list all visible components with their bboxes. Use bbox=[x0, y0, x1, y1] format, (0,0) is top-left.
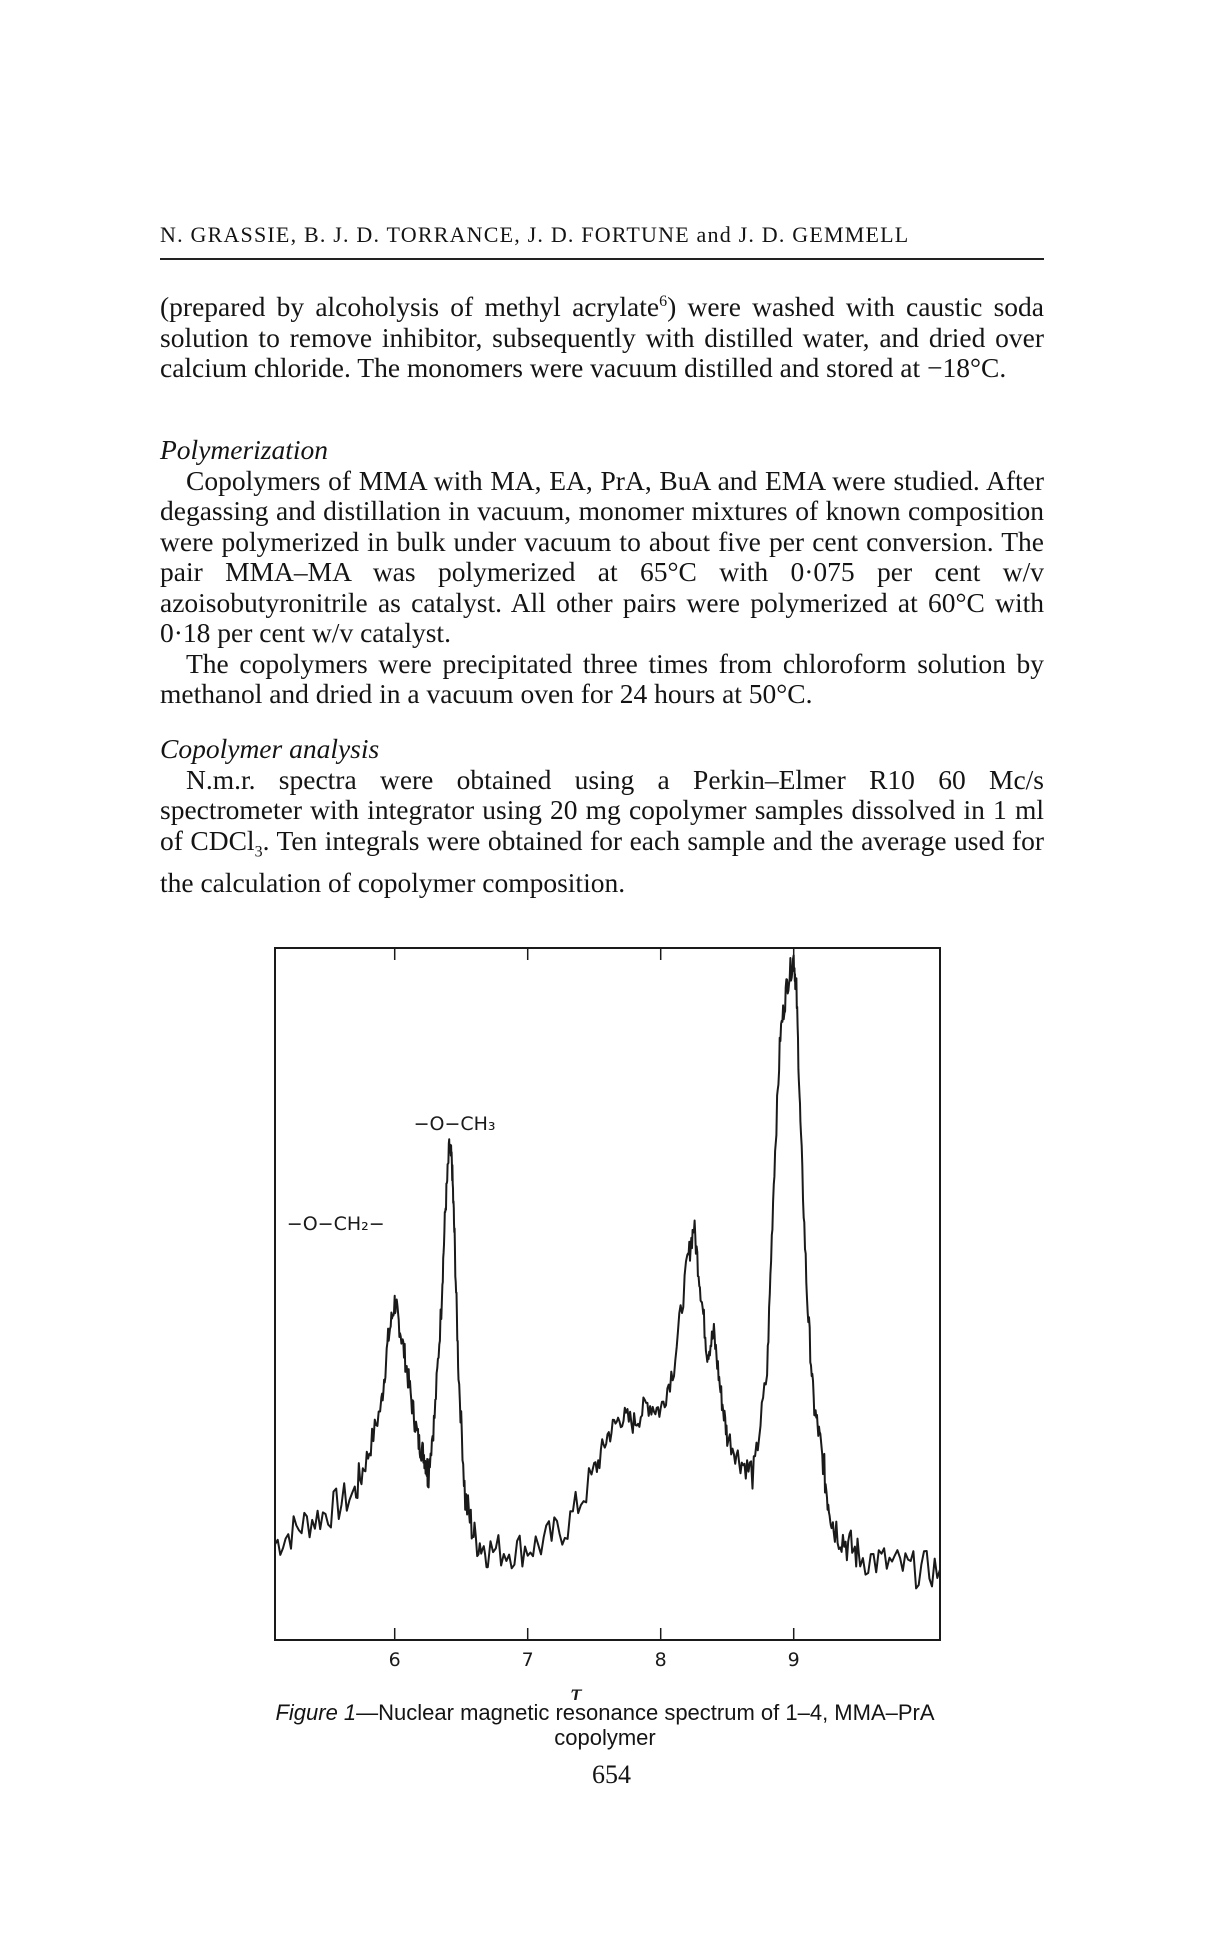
section-polymerization: Polymerization Copolymers of MMA with MA… bbox=[160, 434, 1044, 710]
x-tick-label-9: 9 bbox=[788, 1649, 800, 1671]
x-tick-label-8: 8 bbox=[655, 1649, 667, 1671]
copolymer-text-a: N.m.r. spectra were obtained using a Per… bbox=[160, 763, 1044, 856]
page-number: 654 bbox=[592, 1760, 631, 1789]
plot-frame bbox=[274, 947, 941, 1641]
peak-label-1: −O−CH₂− bbox=[287, 1213, 385, 1235]
para1-text-b: ) were washed with caustic soda solution… bbox=[160, 291, 1044, 384]
header-rule bbox=[160, 258, 1044, 260]
x-axis-label-tau: τ bbox=[571, 1677, 583, 1700]
subscript-3: 3 bbox=[254, 843, 263, 860]
figure-caption-text: —Nuclear magnetic resonance spectrum of … bbox=[356, 1700, 935, 1750]
peak-annotations: −O−CH₃ −O−CH₂− bbox=[287, 1113, 496, 1235]
para1-text-a: (prepared by alcoholysis of methyl acryl… bbox=[160, 291, 660, 323]
figure-label: Figure 1 bbox=[275, 1700, 357, 1725]
section-copolymer-analysis: Copolymer analysis N.m.r. spectra were o… bbox=[160, 733, 1044, 899]
polymerization-paragraph-2: The copolymers were precipitated three t… bbox=[160, 647, 1044, 709]
bottom-axis-ticks: 6 7 8 9 bbox=[389, 1628, 800, 1671]
nmr-spectrum-chart: 6 7 8 9 −O−CH₃ −O−CH₂− τ bbox=[274, 947, 941, 1700]
heading-copolymer-analysis: Copolymer analysis bbox=[160, 733, 380, 764]
peak-label-0: −O−CH₃ bbox=[414, 1113, 496, 1135]
figure-caption: Figure 1—Nuclear magnetic resonance spec… bbox=[270, 1700, 940, 1750]
copolymer-analysis-paragraph: N.m.r. spectra were obtained using a Per… bbox=[160, 763, 1044, 899]
x-tick-label-7: 7 bbox=[522, 1649, 534, 1671]
copolymer-text-b: . Ten integrals were obtained for each s… bbox=[160, 824, 1044, 898]
x-tick-label-6: 6 bbox=[389, 1649, 401, 1671]
polymerization-paragraph-1: Copolymers of MMA with MA, EA, PrA, BuA … bbox=[160, 464, 1044, 648]
intro-paragraph: (prepared by alcoholysis of methyl acryl… bbox=[160, 287, 1044, 384]
reference-6: 6 bbox=[659, 293, 668, 310]
top-axis-ticks bbox=[393, 948, 795, 960]
heading-polymerization: Polymerization bbox=[160, 434, 329, 465]
spectrum-trace bbox=[274, 954, 941, 1590]
running-head: N. GRASSIE, B. J. D. TORRANCE, J. D. FOR… bbox=[160, 222, 910, 247]
